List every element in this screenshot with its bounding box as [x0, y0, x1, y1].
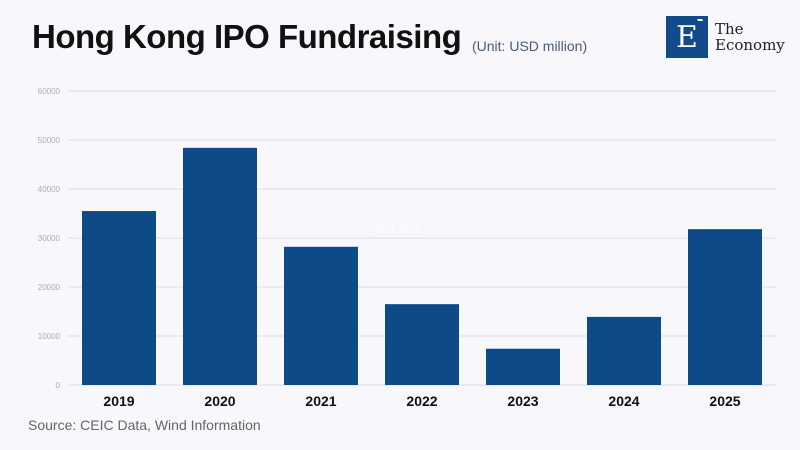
x-tick-label: 2020 [204, 393, 235, 409]
y-tick-label: 20000 [38, 283, 61, 292]
y-tick-label: 40000 [38, 185, 61, 194]
bar-2022 [385, 304, 459, 385]
logo-line1: The [715, 20, 744, 38]
bar-2025 [688, 229, 762, 385]
x-tick-label: 2022 [406, 393, 437, 409]
chart-title: Hong Kong IPO Fundraising [32, 18, 462, 55]
x-tick-label: 2019 [103, 393, 134, 409]
watermark: 2131 [374, 213, 423, 238]
source-note: Source: CEIC Data, Wind Information [28, 417, 261, 433]
x-tick-label: 2024 [608, 393, 639, 409]
bar-2021 [284, 246, 358, 385]
y-tick-label: 10000 [38, 332, 61, 341]
bar-2023 [486, 348, 560, 385]
y-tick-label: 30000 [38, 234, 61, 243]
bar-2019 [82, 211, 156, 385]
logo-line2: Economy [715, 36, 785, 54]
x-tick-label: 2025 [709, 393, 740, 409]
bar-2020 [183, 147, 257, 385]
x-tick-label: 2021 [305, 393, 336, 409]
the-economy-logo: E The Economy [666, 16, 785, 58]
y-tick-label: 60000 [38, 87, 61, 96]
x-tick-label: 2023 [507, 393, 538, 409]
y-tick-label: 50000 [38, 136, 61, 145]
y-tick-label: 0 [56, 381, 61, 390]
logo-mark: E [666, 16, 708, 58]
unit-label: (Unit: USD million) [472, 38, 588, 54]
bar-2024 [587, 316, 661, 385]
